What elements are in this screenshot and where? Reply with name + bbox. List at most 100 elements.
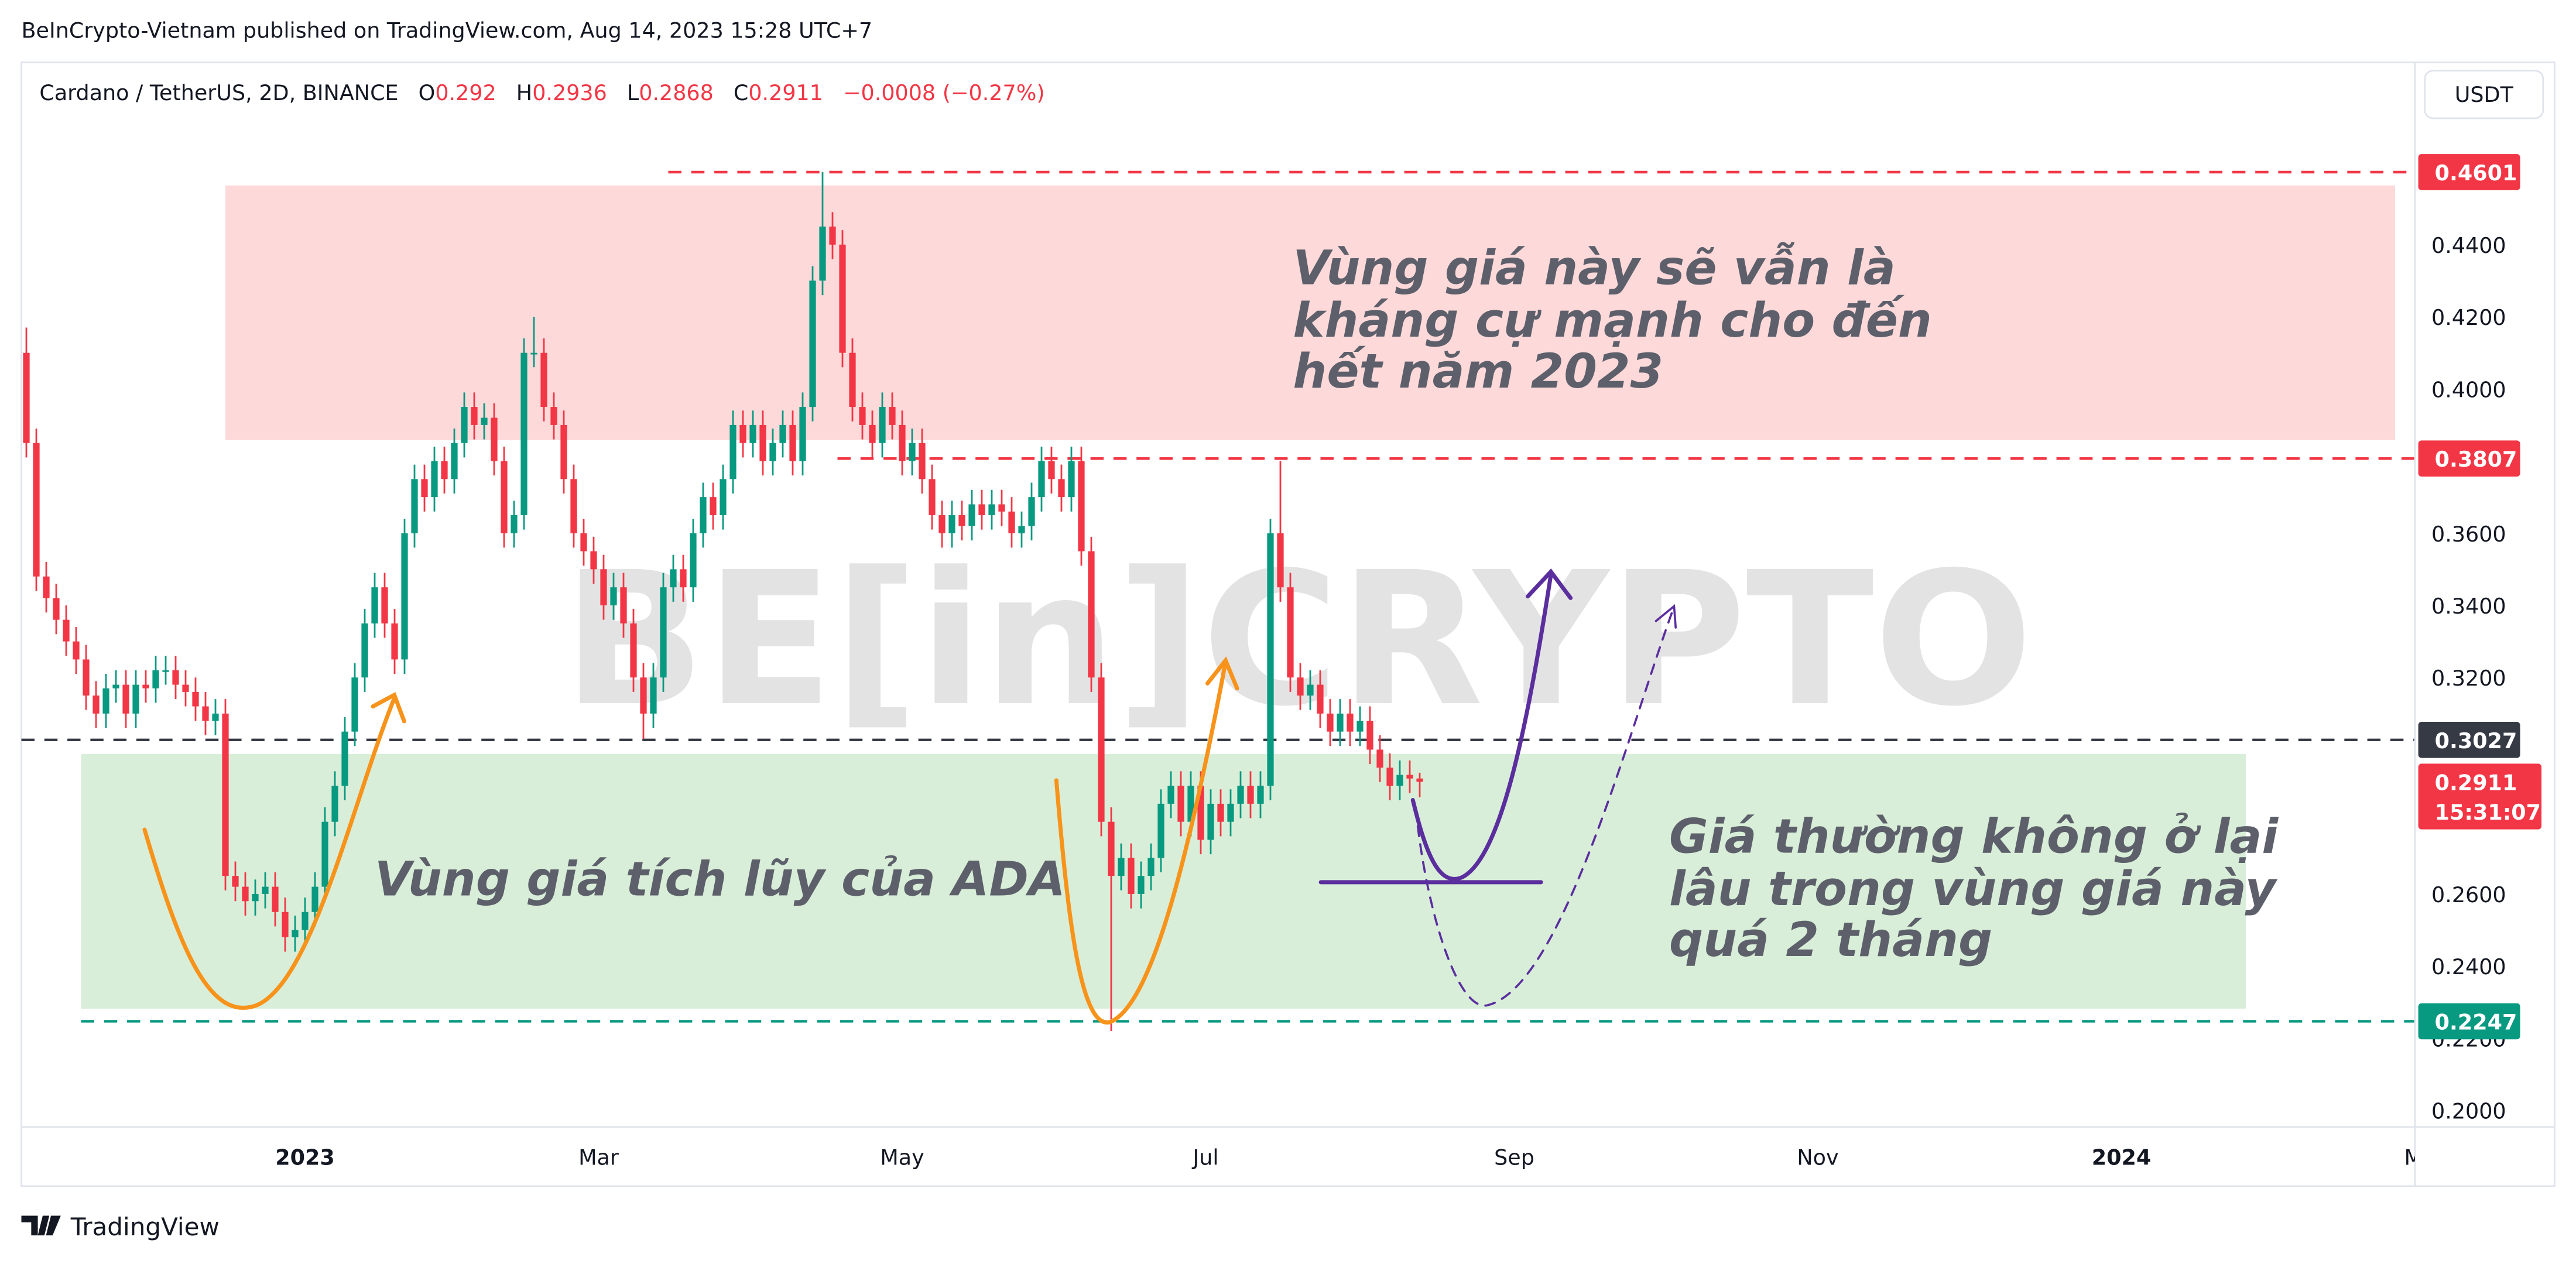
candle-body: [590, 551, 597, 570]
candle-body: [1386, 768, 1393, 786]
zone: [225, 185, 2395, 440]
x-tick-label: Jul: [1191, 1145, 1218, 1170]
y-tick-label: 0.3400: [2431, 594, 2506, 619]
candle-body: [1138, 876, 1145, 894]
footer-logo: TradingView: [21, 1212, 220, 1241]
candle-body: [152, 670, 159, 688]
candle-body: [471, 407, 478, 425]
candle-body: [282, 912, 289, 937]
candle-body: [172, 670, 179, 685]
candle-body: [640, 677, 647, 714]
time-axis: 2023 Mar May Jul Sep Nov 2024 Ma: [275, 1145, 2436, 1170]
candle-body: [1297, 677, 1304, 696]
candle-body: [1177, 786, 1184, 822]
candle-body: [391, 623, 398, 660]
candle-body: [620, 587, 627, 624]
level-label-box: [2418, 721, 2520, 758]
byline: BeInCrypto-Vietnam published on TradingV…: [22, 18, 873, 43]
orange-curve: [142, 696, 396, 1010]
candle-body: [511, 515, 518, 533]
ohlc-value: 0.2868: [639, 80, 714, 105]
candle-body: [1108, 821, 1115, 876]
candle-body: [1028, 497, 1035, 526]
candle-body: [938, 515, 946, 533]
candle-body: [351, 677, 358, 732]
ohlc-key: C: [734, 80, 748, 105]
candle-body: [670, 569, 677, 588]
zones: [81, 185, 2395, 1009]
level-label-box: [2418, 440, 2520, 477]
candle-body: [102, 688, 109, 714]
candle-body: [968, 504, 975, 526]
candle-body: [1307, 684, 1314, 696]
candle-body: [929, 479, 936, 515]
candle-body: [1406, 775, 1413, 779]
y-tick-label: 0.3600: [2431, 522, 2506, 547]
candle-body: [321, 821, 328, 887]
candle-body: [1376, 749, 1383, 768]
candle-body: [361, 623, 368, 678]
purple-dashed-curve: [1416, 610, 1674, 1007]
candle-body: [311, 886, 318, 912]
candle-body: [182, 684, 189, 692]
price-labels: 0.4601 0.3807 0.3027 0.2247 0.2911 15:31:07: [2418, 154, 2542, 1040]
candle-body: [1257, 786, 1264, 804]
candle-body: [600, 569, 607, 605]
candle-body: [739, 424, 746, 443]
candle-body: [1147, 858, 1155, 876]
candle-body: [192, 691, 199, 707]
candle-body: [1247, 786, 1254, 804]
candle-body: [1058, 479, 1065, 498]
candle-body: [1118, 858, 1125, 876]
candle-body: [331, 786, 338, 822]
candle-body: [401, 533, 408, 660]
currency-button[interactable]: [2424, 70, 2544, 119]
candle-body: [710, 497, 717, 515]
candle-body: [769, 443, 776, 461]
candle-body: [749, 424, 756, 443]
x-tick-label: Mar: [578, 1145, 619, 1170]
x-tick-label: Ma: [2404, 1145, 2436, 1170]
annotation: lâu trong vùng giá này: [1669, 861, 2278, 917]
zone: [81, 753, 2246, 1009]
candle-body: [371, 587, 378, 624]
candle-body: [700, 497, 707, 533]
candle-body: [212, 713, 219, 721]
candle-body: [1197, 786, 1204, 840]
candle-body: [222, 713, 229, 876]
candle-body: [869, 424, 876, 443]
candle-body: [1187, 786, 1194, 822]
logo-mark: [21, 1215, 61, 1236]
candle-body: [1327, 713, 1334, 732]
chart-frame: [20, 61, 2556, 1187]
candle-body: [958, 515, 965, 526]
candle-body: [1217, 803, 1224, 822]
y-tick-label: 0.2600: [2431, 882, 2506, 907]
candle-body: [1008, 511, 1015, 533]
candle-body: [879, 407, 886, 443]
x-tick-label: Nov: [1797, 1145, 1838, 1170]
candle-body: [262, 886, 269, 894]
candle-body: [530, 352, 537, 355]
candle-body: [451, 443, 458, 479]
countdown: 15:31:07: [2435, 800, 2541, 825]
candle-body: [132, 684, 139, 714]
purple-curve: [1410, 573, 1553, 881]
candle-body: [461, 407, 468, 443]
candle-body: [1098, 677, 1105, 822]
candle-body: [162, 670, 169, 672]
candle-body: [849, 352, 856, 407]
ohlc-key: H: [516, 80, 532, 105]
candle-body: [1068, 461, 1075, 498]
candle-body: [610, 587, 617, 605]
annotation: Vùng giá này sẽ vẫn là: [1293, 240, 1895, 296]
candle-body: [142, 684, 149, 688]
candle-body: [909, 443, 916, 461]
annotation: Vùng giá tích lũy của ADA: [375, 851, 1066, 907]
currency-label[interactable]: USDT: [2455, 82, 2514, 107]
candle-body: [232, 876, 239, 887]
last-price-label: 0.2911: [2435, 770, 2517, 795]
candle-body: [899, 424, 906, 461]
candle-body: [242, 886, 249, 902]
candle-body: [720, 479, 727, 515]
